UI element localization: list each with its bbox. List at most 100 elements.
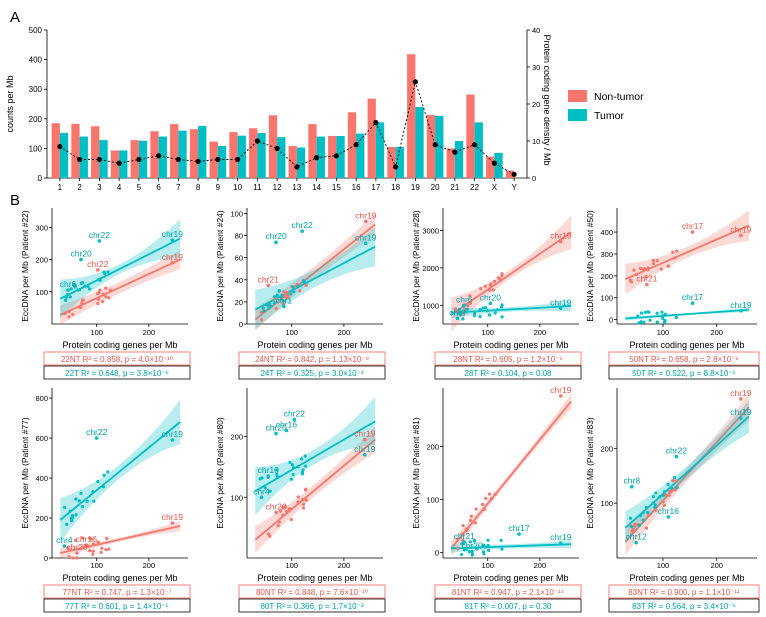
labeled-point (558, 239, 563, 244)
chromosome-label: chr22 (87, 259, 109, 269)
y-tick-label: 80 (235, 232, 243, 241)
x-axis-title: Protein coding genes per Mb (62, 573, 177, 583)
bar-nontumor (347, 112, 357, 178)
data-point-tumor (658, 495, 662, 499)
y-tick-label: 100 (600, 499, 613, 508)
x-axis-title: Protein coding genes per Mb (453, 340, 568, 350)
data-point-nontumor (491, 288, 495, 292)
density-point (77, 156, 83, 163)
data-point-tumor (654, 491, 658, 495)
density-point (195, 158, 201, 164)
stats-box-tumor (238, 598, 386, 613)
scatter-panel-3: 1000 2000 3000 100 200 Protein coding genes p… (411, 208, 582, 380)
chromosome-label: chr17 (682, 221, 704, 231)
labeled-point (95, 268, 100, 272)
x-tick-label: 200 (534, 561, 547, 570)
data-point-nontumor (482, 507, 486, 512)
density-point (175, 156, 181, 163)
data-point-nontumor (298, 289, 302, 293)
labeled-point (274, 240, 278, 245)
data-point-nontumor (285, 509, 289, 514)
data-point-nontumor (455, 309, 459, 314)
density-point (57, 143, 63, 150)
x-tick-label: 13 (292, 183, 301, 192)
x-axis-title: Protein coding genes per Mb (629, 340, 744, 350)
x-tick-label: 19 (411, 183, 420, 192)
data-point-tumor (267, 306, 271, 310)
density-point (294, 164, 300, 170)
x-tick-label: 1 (58, 183, 63, 192)
y-tick-label-right: 0 (532, 174, 536, 183)
data-point-tumor (289, 292, 293, 296)
data-point-tumor (74, 497, 78, 501)
data-point-tumor (288, 460, 292, 465)
data-point-tumor (675, 486, 679, 490)
y-tick-label-right: 20 (532, 100, 540, 109)
data-point-nontumor (464, 527, 469, 532)
labeled-point (363, 241, 368, 246)
data-point-nontumor (108, 288, 112, 292)
y-tick-label: 300 (35, 223, 48, 232)
labeled-point (66, 288, 70, 292)
data-point-nontumor (643, 267, 647, 271)
chromosome-label: chr8 (624, 476, 641, 486)
data-point-nontumor (88, 549, 92, 553)
labeled-point (94, 436, 99, 440)
data-point-nontumor (287, 507, 291, 511)
chromosome-label: chr4 (253, 486, 270, 496)
x-axis-title: Protein coding genes per Mb (257, 340, 372, 350)
y-tick-label: 100 (600, 294, 613, 303)
y-tick-label: 200 (29, 115, 43, 124)
stats-text-tumor: 81T R² = 0.007, p = 0.30 (464, 602, 552, 611)
data-point-nontumor (268, 534, 272, 538)
data-point-tumor (655, 311, 659, 315)
bar-tumor (119, 150, 128, 178)
data-point-nontumor (469, 514, 473, 518)
bar-nontumor (466, 94, 475, 178)
x-tick-label: 11 (253, 183, 262, 192)
stats-box-tumor (608, 365, 760, 380)
regression-line-nontumor (60, 525, 181, 554)
data-point-nontumor (304, 488, 308, 492)
stats-text-nontumor: 83NT R² = 0.900, p = 1.1×10⁻¹¹ (628, 588, 740, 597)
bar-tumor (296, 147, 306, 178)
data-point-tumor (267, 302, 271, 307)
bar-tumor (435, 115, 444, 178)
bar-tumor (138, 140, 148, 178)
data-point-nontumor (500, 274, 504, 278)
stats-box-tumor (43, 598, 191, 613)
labeled-point (470, 549, 474, 554)
chromosome-label: chr19 (354, 444, 376, 454)
data-point-nontumor (96, 292, 100, 296)
data-point-nontumor (104, 548, 108, 552)
data-point-tumor (644, 505, 648, 510)
chromosome-label: chr1 (276, 295, 293, 305)
data-point-tumor (275, 293, 279, 297)
y-tick-label: 2000 (422, 264, 439, 273)
labeled-point (284, 428, 289, 433)
density-point (215, 156, 221, 163)
data-point-nontumor (79, 305, 83, 309)
data-point-nontumor (96, 302, 100, 306)
data-point-nontumor (281, 506, 285, 510)
bar-tumor (356, 133, 365, 178)
x-tick-label: 200 (710, 561, 723, 570)
data-point-nontumor (63, 312, 67, 316)
data-point-nontumor (81, 536, 85, 540)
data-point-tumor (291, 285, 295, 289)
labeled-point (462, 540, 467, 544)
data-point-tumor (64, 295, 68, 299)
data-point-nontumor (281, 513, 285, 517)
y-tick-label: 200 (600, 444, 613, 453)
data-point-tumor (651, 495, 655, 499)
data-point-tumor (457, 307, 461, 312)
bar-tumor (217, 146, 227, 178)
data-point-nontumor (463, 307, 467, 311)
stats-text-tumor: 22T R² = 0.648, p = 3.8×10⁻⁶ (65, 369, 169, 378)
y-tick-label: 100 (230, 210, 243, 219)
bar-tumor (79, 136, 88, 178)
density-point (412, 79, 418, 85)
regression-line-nontumor (450, 231, 572, 316)
data-point-tumor (483, 545, 487, 549)
